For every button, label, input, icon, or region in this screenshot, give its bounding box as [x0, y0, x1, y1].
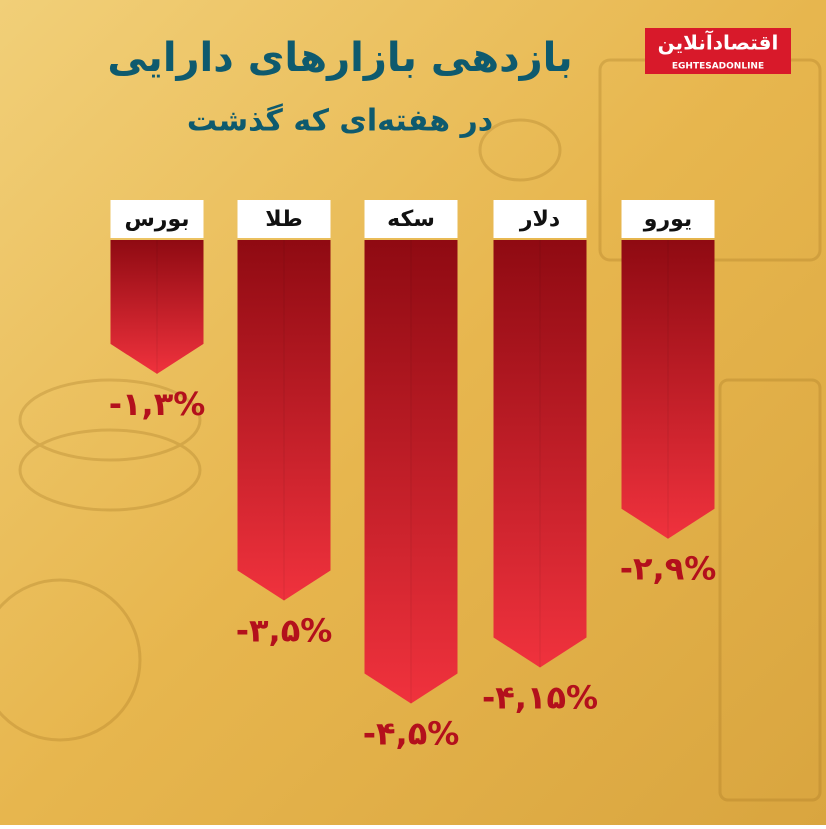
bar: [621, 240, 715, 539]
category-box: [493, 200, 587, 238]
bar: [364, 240, 458, 704]
logo-text: اقتصادآنلاین: [658, 30, 779, 55]
bar: [110, 240, 204, 374]
category-label: بورس: [124, 207, 189, 232]
category-label: سکه: [387, 207, 435, 232]
value-label: -۳,۵%: [236, 612, 333, 650]
category-label: طلا: [265, 207, 302, 232]
value-label: -۱,۳%: [109, 385, 206, 423]
category-box: [621, 200, 715, 238]
logo-url: EGHTESADONLINE: [672, 62, 764, 72]
category-box: [364, 200, 458, 238]
chart-title: بازدهی بازارهای دارایی: [107, 35, 572, 81]
logo-box: [645, 28, 791, 74]
logo: اقتصادآنلاین EGHTESADONLINE: [645, 28, 791, 74]
category-label: دلار: [519, 207, 560, 232]
category-box: [237, 200, 331, 238]
bar: [237, 240, 331, 601]
value-label: -۴,۱۵%: [482, 678, 598, 716]
bar: [493, 240, 587, 668]
value-label: -۴,۵%: [363, 715, 460, 753]
category-label: یورو: [643, 207, 692, 232]
plot: بورس -۱,۳% طلا -۳,۵% سکه -۴,۵% دلار -۴,۱۵% یورو -…: [109, 200, 717, 753]
value-label: -۲,۹%: [620, 550, 717, 588]
chart-subtitle: در هفته‌ای که گذشت: [187, 103, 493, 139]
category-box: [110, 200, 204, 238]
